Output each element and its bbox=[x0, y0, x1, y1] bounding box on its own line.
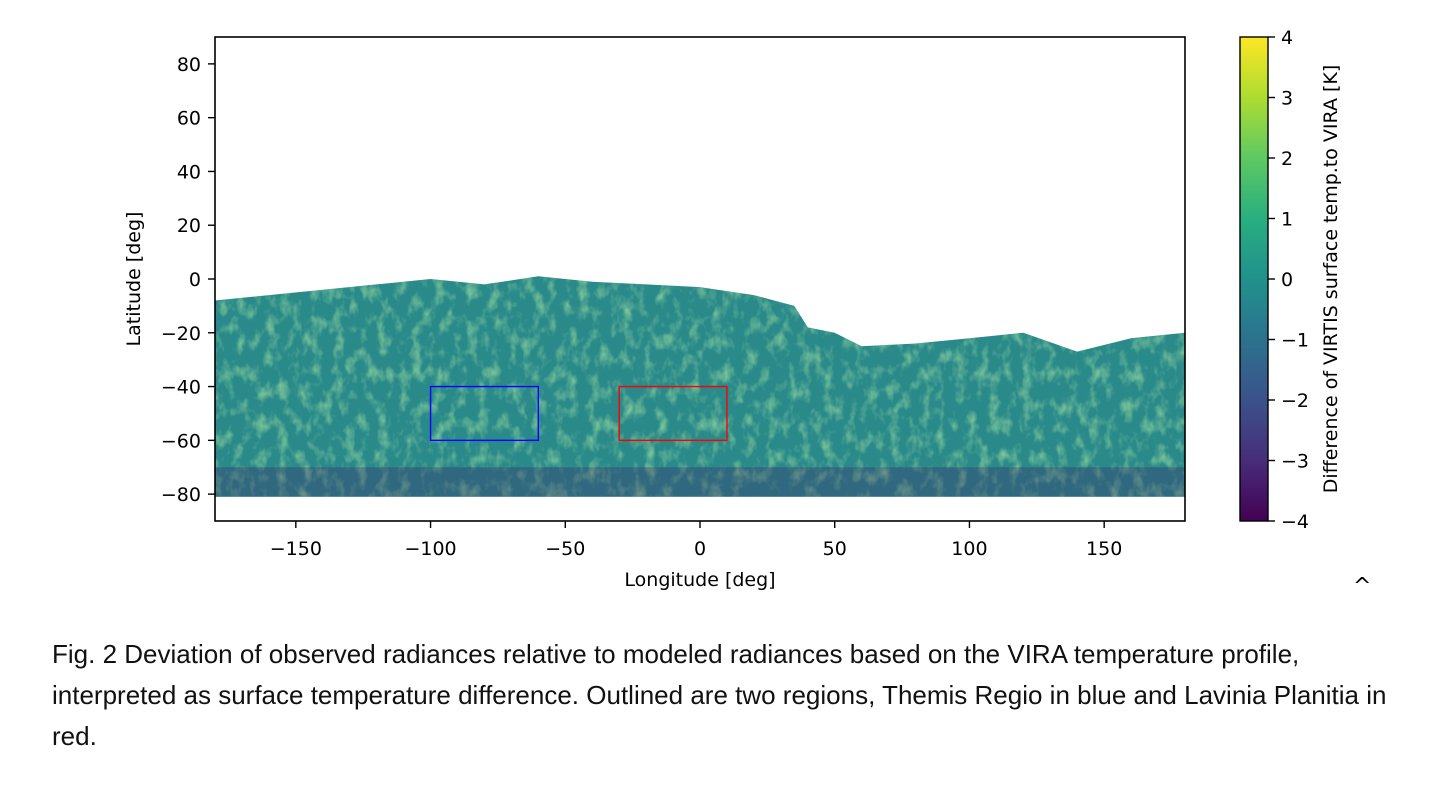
figure: −150 −100 −50 0 50 100 150 806040200−20−40−60−… bbox=[123, 27, 1342, 591]
figure-caption: Fig. 2 Deviation of observed radiances r… bbox=[52, 639, 1387, 751]
y-tick-label: 60 bbox=[177, 108, 201, 130]
x-tick-label: 100 bbox=[951, 538, 987, 560]
y-tick-label: −40 bbox=[161, 377, 201, 399]
y-tick-label: −60 bbox=[161, 430, 201, 452]
x-axis-ticks: −150 −100 −50 0 50 100 150 bbox=[270, 521, 1122, 560]
region-box-lavinia-planitia bbox=[618, 385, 728, 442]
regions-layer bbox=[429, 385, 728, 442]
caret-glyph: ^ bbox=[1353, 574, 1372, 599]
colorbar bbox=[1239, 36, 1269, 522]
x-tick-label: −150 bbox=[270, 538, 322, 560]
y-tick-label: 40 bbox=[177, 161, 201, 183]
colorbar-tick-label: 2 bbox=[1281, 148, 1293, 170]
region-box-themis-regio bbox=[429, 385, 540, 442]
colorbar-tick-label: −4 bbox=[1281, 511, 1309, 533]
colorbar-tick-label: −2 bbox=[1281, 390, 1309, 412]
y-tick-label: 80 bbox=[177, 54, 201, 76]
x-tick-label: −50 bbox=[545, 538, 585, 560]
colorbar-tick-label: −3 bbox=[1281, 451, 1309, 473]
y-axis-label: Latitude [deg] bbox=[123, 212, 145, 347]
y-tick-label: −80 bbox=[161, 484, 201, 506]
x-tick-label: 50 bbox=[823, 538, 847, 560]
y-tick-label: 0 bbox=[189, 269, 201, 291]
colorbar-tick-label: −1 bbox=[1281, 330, 1309, 352]
x-tick-label: 0 bbox=[694, 538, 706, 560]
colorbar-label: Difference of VIRTIS surface temp.to VIR… bbox=[1320, 65, 1342, 494]
x-tick-label: 150 bbox=[1086, 538, 1122, 560]
y-axis-ticks: 80 60 40 20 0 −20 −40 −60 −80 bbox=[161, 54, 215, 506]
colorbar-ticks: 4 3 2 1 0 −1 −2 −3 −4 bbox=[1268, 27, 1309, 533]
southern-dark-band bbox=[215, 467, 1185, 497]
x-tick-label: −100 bbox=[404, 538, 456, 560]
colorbar-tick-label: 4 bbox=[1281, 27, 1293, 49]
y-tick-label: 20 bbox=[177, 215, 201, 237]
colorbar-tick-label: 3 bbox=[1281, 88, 1293, 110]
y-tick-label: −20 bbox=[161, 323, 201, 345]
colorbar-tick-label: 0 bbox=[1281, 269, 1293, 291]
x-axis-label: Longitude [deg] bbox=[624, 569, 775, 591]
colorbar-tick-label: 1 bbox=[1281, 209, 1293, 231]
